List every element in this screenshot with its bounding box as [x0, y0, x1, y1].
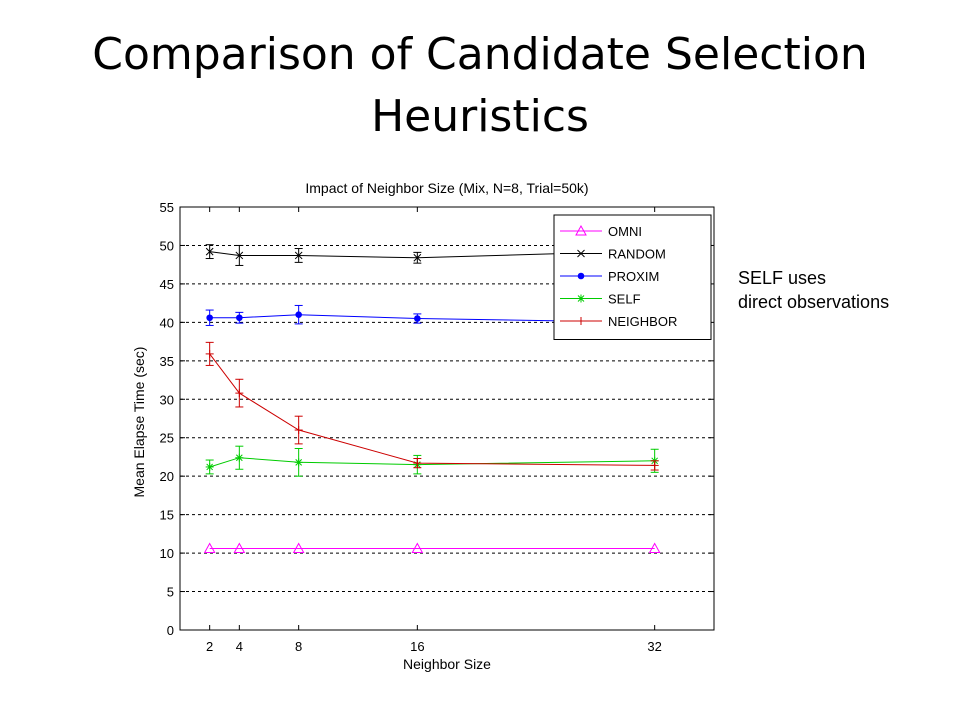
x-tick-label: 16 — [410, 639, 424, 654]
series-line-neighbor — [209, 353, 655, 466]
series-neighbor — [205, 341, 659, 471]
data-point-self — [235, 453, 244, 462]
data-point-omni — [233, 542, 246, 553]
x-tick-label: 4 — [236, 639, 243, 654]
data-point-proxim — [295, 311, 302, 318]
y-tick-label: 40 — [160, 315, 174, 330]
side-note: SELF uses direct observations — [738, 266, 889, 314]
x-tick-label: 2 — [206, 639, 213, 654]
slide-title-line1: Comparison of Candidate Selection — [92, 29, 868, 80]
side-note-line2: direct observations — [738, 292, 890, 312]
data-point-self — [294, 458, 303, 467]
data-point-neighbor — [205, 349, 214, 358]
y-tick-label: 50 — [160, 238, 174, 253]
series — [203, 243, 661, 553]
chart-title: Impact of Neighbor Size (Mix, N=8, Trial… — [305, 180, 588, 196]
legend-item-self: SELF — [560, 292, 641, 307]
data-point-neighbor — [650, 461, 659, 470]
legend-marker-neighbor — [577, 317, 585, 325]
data-point-omni — [203, 542, 216, 553]
legend-item-neighbor: NEIGHBOR — [560, 314, 677, 329]
slide-title: Comparison of Candidate Selection Heuris… — [0, 24, 960, 148]
data-point-random — [294, 251, 303, 260]
legend-item-omni: OMNI — [560, 224, 642, 239]
series-omni — [203, 542, 661, 553]
axes: 0 5 10 15 20 25 30 35 40 45 50 55 2 4 8 16 32 — [160, 200, 714, 654]
x-tick-label: 32 — [647, 639, 661, 654]
legend-label-omni: OMNI — [608, 224, 642, 239]
plot-frame — [179, 206, 715, 631]
y-tick-label: 15 — [160, 508, 174, 523]
legend: OMNI RANDOM PROXIM SELF NEIGHBOR — [553, 214, 712, 340]
data-point-neighbor — [235, 389, 244, 398]
legend-item-proxim: PROXIM — [560, 269, 659, 284]
legend-label-proxim: PROXIM — [608, 269, 659, 284]
legend-item-random: RANDOM — [560, 247, 666, 262]
y-tick-label: 20 — [160, 469, 174, 484]
data-point-omni — [292, 542, 305, 553]
data-point-neighbor — [413, 459, 422, 468]
data-point-proxim — [414, 315, 421, 322]
x-axis-label: Neighbor Size — [403, 656, 491, 672]
legend-marker-random — [577, 249, 585, 258]
data-point-random — [413, 253, 422, 262]
legend-marker-omni — [575, 224, 587, 236]
data-point-self — [205, 462, 214, 471]
side-note-line1: SELF uses — [738, 268, 827, 288]
y-tick-label: 5 — [167, 585, 174, 600]
data-point-omni — [411, 542, 424, 553]
y-tick-label: 0 — [167, 623, 174, 638]
legend-label-random: RANDOM — [608, 247, 666, 262]
data-point-proxim — [206, 314, 213, 322]
data-point-random — [235, 251, 244, 260]
y-tick-label: 30 — [160, 392, 174, 407]
y-tick-label: 45 — [160, 277, 174, 292]
series-self — [205, 445, 659, 477]
series-line-self — [209, 457, 655, 468]
data-point-neighbor — [294, 426, 303, 435]
legend-label-neighbor: NEIGHBOR — [608, 314, 677, 329]
y-tick-label: 55 — [160, 200, 174, 215]
data-point-proxim — [236, 314, 243, 322]
slide-title-line2: Heuristics — [371, 91, 589, 142]
y-tick-label: 35 — [160, 354, 174, 369]
y-axis-label: Mean Elapse Time (sec) — [131, 347, 147, 498]
grid — [180, 244, 714, 593]
data-point-omni — [648, 542, 661, 553]
x-tick-label: 8 — [295, 639, 302, 654]
y-tick-label: 25 — [160, 431, 174, 446]
legend-marker-self — [577, 294, 585, 303]
legend-label-self: SELF — [608, 292, 641, 307]
data-point-random — [205, 247, 214, 256]
legend-marker-proxim — [577, 272, 585, 280]
y-tick-label: 10 — [160, 546, 174, 561]
